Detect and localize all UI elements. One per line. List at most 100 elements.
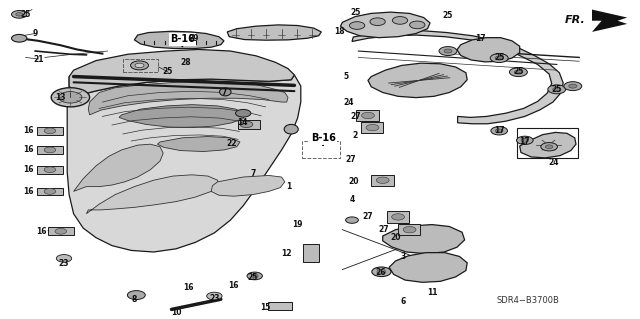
Text: 23: 23 [209,294,220,303]
Text: SDR4−B3700B: SDR4−B3700B [497,296,559,305]
Circle shape [236,109,251,117]
Circle shape [495,129,503,133]
Circle shape [569,84,577,88]
Text: 16: 16 [24,165,34,174]
Text: 27: 27 [350,112,360,121]
Text: 20: 20 [348,177,358,186]
Text: 25: 25 [248,273,258,282]
Circle shape [403,226,416,233]
Circle shape [44,147,56,153]
Bar [37,166,63,174]
Polygon shape [86,175,219,214]
Text: 23: 23 [59,259,69,268]
Text: 7: 7 [250,169,255,178]
Text: 19: 19 [292,220,303,229]
Circle shape [131,61,148,70]
Polygon shape [69,49,294,96]
Bar [123,59,158,72]
Text: 16: 16 [228,281,239,290]
Text: 14: 14 [237,118,247,127]
Text: 24: 24 [548,158,559,167]
Text: 17: 17 [475,34,485,43]
Text: 16: 16 [184,283,194,292]
Circle shape [541,143,557,151]
Text: B-16: B-16 [170,34,195,44]
Circle shape [55,228,67,234]
Text: 13: 13 [56,93,66,102]
Circle shape [16,13,22,16]
Bar [123,59,158,72]
Circle shape [515,70,522,74]
Polygon shape [340,12,430,38]
Polygon shape [227,25,321,40]
Text: 16: 16 [24,187,34,196]
Bar [37,188,63,195]
Text: 8: 8 [132,295,137,304]
Bar [356,110,379,121]
Text: 25: 25 [163,67,173,76]
Polygon shape [67,75,301,252]
Polygon shape [457,38,520,62]
Bar [361,122,383,133]
Text: 6: 6 [401,297,406,306]
Circle shape [521,138,529,142]
Ellipse shape [284,124,298,134]
Circle shape [548,85,566,94]
Polygon shape [134,31,224,48]
Text: 27: 27 [379,225,389,234]
Text: 25: 25 [494,53,504,62]
Bar [302,141,340,158]
Circle shape [207,292,222,300]
Polygon shape [211,175,285,196]
Text: 2: 2 [353,131,358,140]
Polygon shape [352,31,563,124]
Bar [37,146,63,154]
Circle shape [366,124,379,131]
Text: 25: 25 [552,85,562,94]
Bar [517,128,578,158]
Circle shape [51,88,90,107]
Polygon shape [119,105,244,128]
Circle shape [376,177,389,183]
Text: 25: 25 [20,10,31,19]
Circle shape [410,21,425,29]
Polygon shape [368,63,467,98]
Bar [48,227,74,235]
Text: 25: 25 [350,8,360,17]
Text: B-16: B-16 [311,133,335,143]
Circle shape [127,291,145,300]
Circle shape [545,145,553,149]
Circle shape [491,127,508,135]
Text: 5: 5 [343,72,348,81]
Circle shape [247,272,262,280]
Circle shape [362,112,374,119]
Circle shape [349,22,365,29]
Circle shape [377,270,386,274]
Ellipse shape [220,88,231,96]
Circle shape [439,47,457,56]
Circle shape [553,87,561,91]
Text: 16: 16 [24,145,34,154]
Circle shape [56,255,72,262]
Text: 1: 1 [287,182,292,191]
Polygon shape [592,10,627,32]
Circle shape [240,121,253,128]
Polygon shape [520,132,576,158]
Polygon shape [383,225,465,254]
Circle shape [44,189,56,194]
Circle shape [44,167,56,173]
Bar [398,224,420,235]
Bar [303,244,319,262]
Circle shape [59,92,82,103]
Circle shape [516,136,533,145]
Bar [387,211,409,223]
Circle shape [370,18,385,26]
Text: 29: 29 [188,34,198,43]
Text: 20: 20 [390,233,401,242]
Text: 28: 28 [180,58,191,67]
Text: 21: 21 [33,55,44,63]
Circle shape [252,274,258,278]
Circle shape [12,11,27,18]
Text: 27: 27 [363,212,373,221]
Text: 24: 24 [344,98,354,107]
